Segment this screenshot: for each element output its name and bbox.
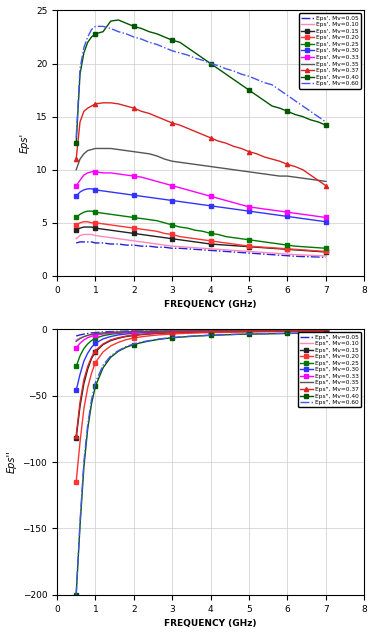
X-axis label: FREQUENCY (GHz): FREQUENCY (GHz) [164, 300, 257, 309]
Y-axis label: Eps': Eps' [20, 133, 30, 153]
Y-axis label: Eps'': Eps'' [7, 451, 17, 474]
Legend: Eps', Mv=0.05, Eps', Mv=0.10, Eps', Mv=0.15, Eps', Mv=0.20, Eps', Mv=0.25, Eps',: Eps', Mv=0.05, Eps', Mv=0.10, Eps', Mv=0… [299, 13, 361, 88]
X-axis label: FREQUENCY (GHz): FREQUENCY (GHz) [164, 619, 257, 628]
Legend: Eps", Mv=0.05, Eps", Mv=0.10, Eps", Mv=0.15, Eps", Mv=0.20, Eps", Mv=0.25, Eps",: Eps", Mv=0.05, Eps", Mv=0.10, Eps", Mv=0… [298, 332, 361, 408]
